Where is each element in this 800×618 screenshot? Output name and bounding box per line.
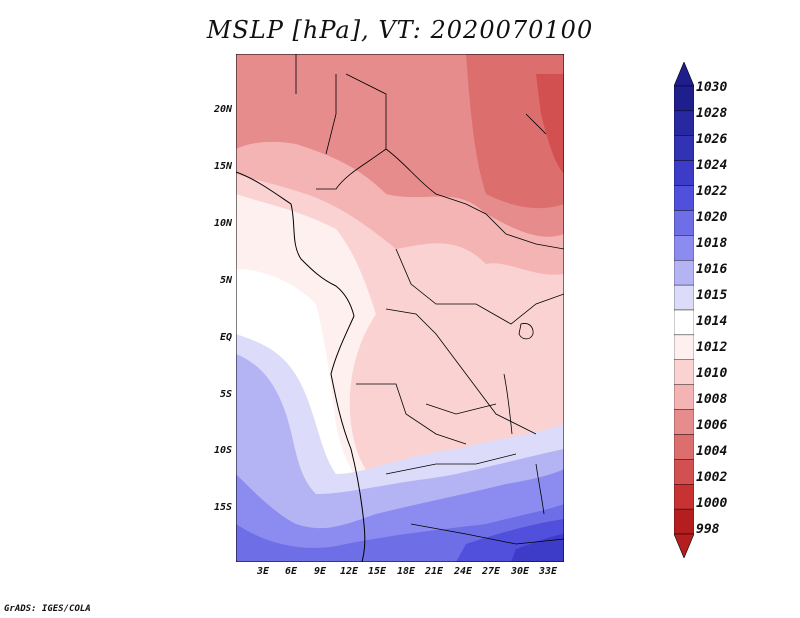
colorbar-label-1000: 1000 [696, 496, 728, 511]
lon-label-3e: 3E [256, 566, 270, 577]
coastline [236, 171, 366, 562]
colorbar-segment [674, 384, 694, 410]
lon-label-30e: 30E [510, 566, 530, 577]
colorbar-segment [674, 508, 694, 535]
colorbar-segment [674, 85, 694, 112]
colorbar-label-1014: 1014 [696, 314, 728, 329]
colorbar-segment [674, 185, 694, 211]
lat-label-20n: 20N [213, 104, 232, 115]
colorbar-segment [674, 260, 694, 286]
colorbar-label-1016: 1016 [696, 262, 728, 277]
colorbar-label-1024: 1024 [696, 158, 728, 173]
lon-label-18e: 18E [396, 566, 416, 577]
pressure-field-map [236, 54, 564, 562]
colorbar-segment [674, 284, 694, 311]
map-title: MSLP [hPa], VT: 2020070100 [206, 16, 594, 44]
colorbar-segment [674, 160, 694, 186]
lon-label-6e: 6E [284, 566, 298, 577]
colorbar-label-1018: 1018 [696, 236, 728, 251]
lat-label-eq: EQ [219, 332, 232, 343]
colorbar-segment [674, 409, 694, 435]
colorbar-label-998: 998 [696, 522, 720, 537]
colorbar-label-1012: 1012 [696, 340, 728, 355]
colorbar-label-1006: 1006 [696, 418, 728, 433]
lon-label-15e: 15E [367, 566, 387, 577]
lake-victoria [518, 323, 534, 340]
colorbar-segment [674, 309, 694, 336]
border-lines [295, 54, 564, 545]
colorbar-label-1026: 1026 [696, 132, 728, 147]
colorbar-segment [674, 135, 694, 161]
credit-text: GrADS: IGES/COLA [4, 604, 91, 614]
low-pressure-min [536, 74, 564, 174]
colorbar-cap-bottom [674, 533, 694, 558]
lon-label-9e: 9E [313, 566, 327, 577]
map-panel: 20N 15N 10N 5N EQ 5S 10S 15S 3E 6E 9E 12… [214, 54, 564, 577]
colorbar-segment [674, 484, 694, 510]
colorbar-label-1010: 1010 [696, 366, 728, 381]
lon-label-33e: 33E [538, 566, 558, 577]
colorbar-segment [674, 110, 694, 136]
colorbar-label-1015: 1015 [696, 288, 728, 303]
colorbar [674, 62, 694, 558]
colorbar-label-1028: 1028 [696, 106, 728, 121]
colorbar-label-1008: 1008 [696, 392, 728, 407]
lon-label-21e: 21E [424, 566, 444, 577]
colorbar-cap-top [674, 62, 694, 87]
lake-tanganyika [503, 373, 513, 435]
colorbar-segment [674, 359, 694, 385]
colorbar-segment [674, 434, 694, 460]
colorbar-label-1002: 1002 [696, 470, 728, 485]
lat-label-15n: 15N [213, 161, 232, 172]
colorbar-label-1020: 1020 [696, 210, 728, 225]
lon-label-12e: 12E [339, 566, 359, 577]
lon-label-24e: 24E [453, 566, 473, 577]
lat-label-10n: 10N [213, 218, 232, 229]
lat-label-15s: 15S [213, 502, 232, 513]
colorbar-segment [674, 334, 694, 360]
colorbar-segment [674, 459, 694, 485]
lake-malawi [535, 463, 545, 515]
colorbar-segment [674, 210, 694, 236]
lat-label-5n: 5N [219, 275, 232, 286]
colorbar-label-1004: 1004 [696, 444, 728, 459]
colorbar-label-1022: 1022 [696, 184, 728, 199]
colorbar-segment [674, 235, 694, 261]
colorbar-label-1030: 1030 [696, 80, 728, 95]
lat-label-5s: 5S [219, 389, 232, 400]
lat-label-10s: 10S [213, 445, 232, 456]
pressure-1024-zone [511, 534, 564, 562]
lon-label-27e: 27E [481, 566, 501, 577]
